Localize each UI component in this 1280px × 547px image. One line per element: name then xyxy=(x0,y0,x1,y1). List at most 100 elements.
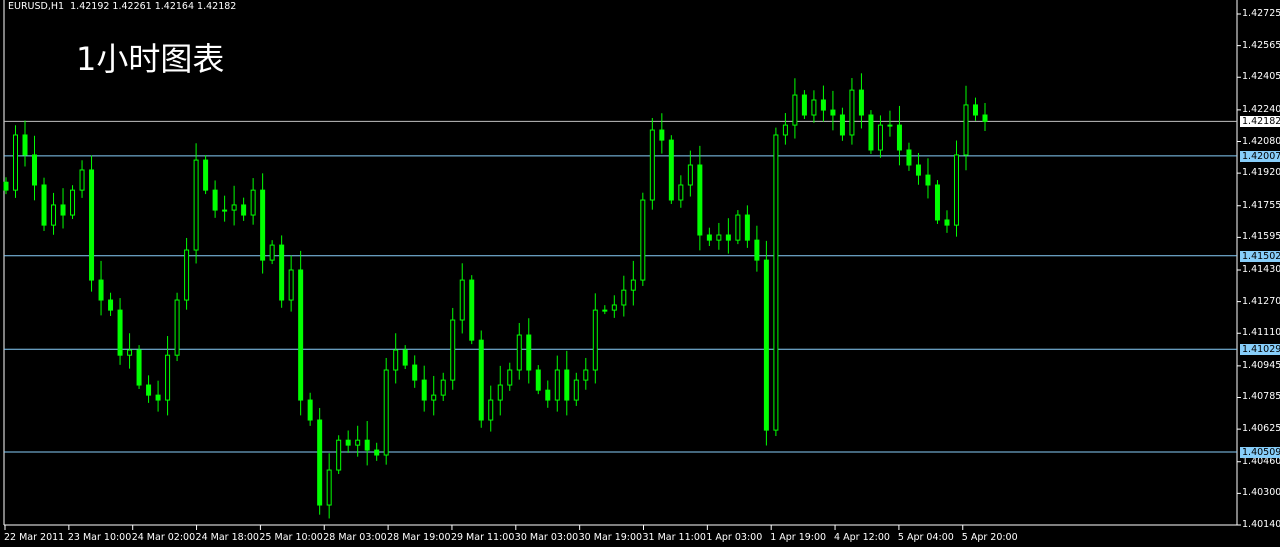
y-tick-label: 1.40300 xyxy=(1242,487,1280,499)
candle-body xyxy=(963,104,969,156)
candle-body xyxy=(41,184,47,226)
candle-body xyxy=(355,439,361,446)
candle-body xyxy=(250,189,256,216)
x-tick-label: 24 Mar 02:00 xyxy=(131,532,196,543)
y-tick-label: 1.42080 xyxy=(1242,135,1280,147)
candle-body xyxy=(117,309,123,356)
x-tick-label: 22 Mar 2011 xyxy=(4,532,65,543)
candle-body xyxy=(621,289,627,306)
candle-body xyxy=(269,244,275,261)
x-tick-label: 4 Apr 12:00 xyxy=(834,532,890,543)
candle-body xyxy=(108,299,114,311)
candle-body xyxy=(773,134,779,431)
candle-body xyxy=(136,349,142,386)
candle-body xyxy=(858,89,864,116)
candle-body xyxy=(896,124,902,151)
candle-body xyxy=(79,169,85,191)
candle-body xyxy=(659,129,665,141)
candle-body xyxy=(279,244,285,301)
candle-body xyxy=(383,369,389,456)
candle-body xyxy=(754,239,760,261)
candle-body xyxy=(307,399,313,421)
candle-body xyxy=(507,369,513,386)
candle-body xyxy=(193,159,199,251)
candle-body xyxy=(535,369,541,391)
ohlc-values: 1.42192 1.42261 1.42164 1.42182 xyxy=(70,1,237,12)
x-tick-label: 1 Apr 19:00 xyxy=(770,532,827,543)
x-tick-label: 5 Apr 20:00 xyxy=(961,532,1018,543)
symbol-label: EURUSD,H1 xyxy=(8,1,65,12)
overlay-title: 1小时图表 xyxy=(76,40,225,78)
candle-body xyxy=(782,124,788,136)
candle-body xyxy=(953,154,959,226)
candle-body xyxy=(89,169,95,281)
candle-body xyxy=(231,204,237,211)
candle-body xyxy=(877,124,883,151)
y-tick-label: 1.40945 xyxy=(1242,359,1280,371)
candle-body xyxy=(602,309,608,312)
y-tick-label: 1.40140 xyxy=(1242,519,1280,530)
candle-body xyxy=(288,269,294,301)
candle-body xyxy=(554,369,560,401)
candle-body xyxy=(222,209,228,212)
candle-body xyxy=(298,269,304,401)
candle-body xyxy=(972,104,978,116)
level-price-label: 1.41029 xyxy=(1240,344,1280,356)
candle-body xyxy=(887,124,893,127)
candle-body xyxy=(697,164,703,236)
candle-body xyxy=(545,389,551,401)
candle-body xyxy=(260,189,266,261)
x-tick-label: 1 Apr 03:00 xyxy=(706,532,763,543)
candle-body xyxy=(155,394,161,401)
x-tick-label: 28 Mar 03:00 xyxy=(323,532,387,543)
y-tick-label: 1.41110 xyxy=(1242,327,1280,339)
candle-body xyxy=(564,369,570,401)
candle-body xyxy=(725,234,731,241)
candle-body xyxy=(678,184,684,201)
y-tick-label: 1.42240 xyxy=(1242,103,1280,115)
candle-body xyxy=(127,349,133,356)
candle-body xyxy=(402,349,408,366)
y-tick-label: 1.42725 xyxy=(1242,8,1280,19)
candle-body xyxy=(982,114,988,122)
x-tick-label: 24 Mar 18:00 xyxy=(195,532,259,543)
candle-body xyxy=(3,181,9,191)
candle-body xyxy=(906,149,912,166)
candle-body xyxy=(839,114,845,136)
candle-body xyxy=(421,379,427,401)
candle-body xyxy=(735,214,741,241)
candle-body xyxy=(165,354,171,401)
x-tick-label: 30 Mar 03:00 xyxy=(514,532,579,543)
x-tick-label: 30 Mar 19:00 xyxy=(578,532,643,543)
candle-body xyxy=(60,204,66,216)
candle-body xyxy=(393,349,399,371)
candle-body xyxy=(687,164,693,186)
candle-body xyxy=(716,234,722,241)
candle-body xyxy=(241,204,247,216)
candle-body xyxy=(820,99,826,111)
x-tick-label: 5 Apr 04:00 xyxy=(897,532,954,543)
candle-body xyxy=(98,279,104,301)
y-tick-label: 1.41755 xyxy=(1242,199,1280,211)
candle-body xyxy=(212,189,218,211)
candle-body xyxy=(630,279,636,291)
candle-body xyxy=(706,234,712,241)
candle-body xyxy=(51,204,57,226)
y-tick-label: 1.42405 xyxy=(1242,71,1280,83)
y-tick-label: 1.42565 xyxy=(1242,39,1280,51)
level-price-label: 1.42007 xyxy=(1240,150,1280,162)
candle-body xyxy=(13,134,19,191)
x-tick-label: 31 Mar 11:00 xyxy=(642,532,706,543)
candle-body xyxy=(326,469,332,506)
candle-body xyxy=(364,439,370,451)
candle-body xyxy=(526,334,532,371)
candle-body xyxy=(184,249,190,301)
candle-body xyxy=(336,439,342,471)
candle-body xyxy=(174,299,180,356)
candle-body xyxy=(744,214,750,241)
y-tick-label: 1.40785 xyxy=(1242,391,1280,403)
y-tick-label: 1.41270 xyxy=(1242,295,1280,307)
x-tick-label: 23 Mar 10:00 xyxy=(67,532,132,543)
candle-body xyxy=(849,89,855,136)
